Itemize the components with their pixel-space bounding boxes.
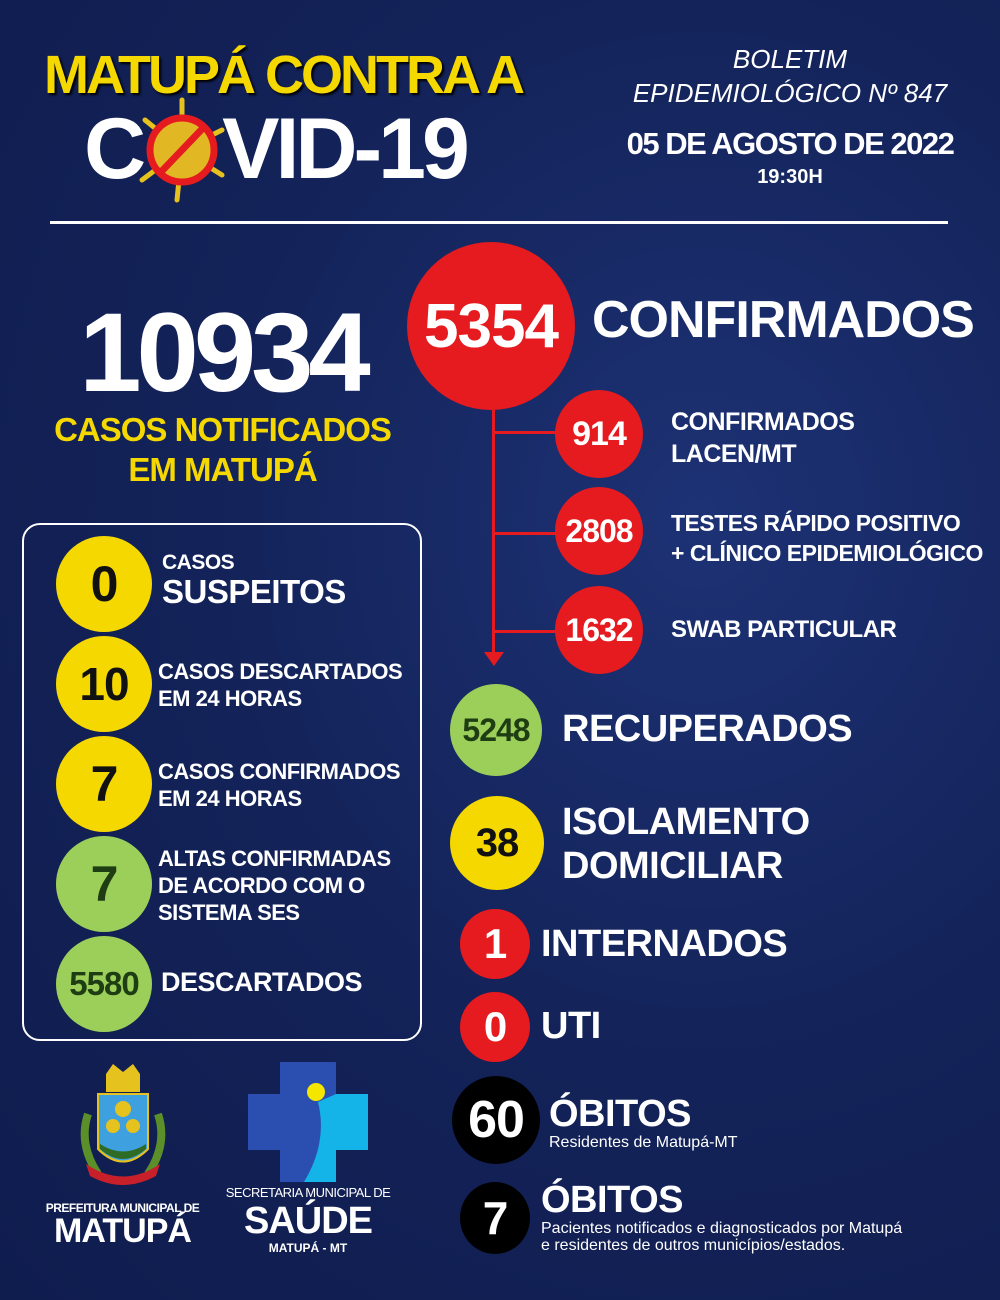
discarded-24h-label-1: CASOS DESCARTADOS [158,659,403,684]
icu-circle: 0 [460,992,530,1062]
discharges-circle: 7 [56,836,152,932]
title-line1: MATUPÁ CONTRA A [44,45,525,105]
prefeitura-small: PREFEITURA MUNICIPAL DE [45,1201,200,1215]
recovered-label: RECUPERADOS [562,708,853,750]
hospitalized-circle: 1 [460,909,530,979]
title-line2: C VID-19 [84,97,470,203]
notified-label-line1: CASOS NOTIFICADOS [54,411,392,448]
swab-circle: 1632 [555,586,643,674]
discharges-label-1: ALTAS CONFIRMADAS [158,846,391,871]
deaths-residents-sub: Residentes de Matupá-MT [549,1134,738,1151]
isolation-label-1: ISOLAMENTO [562,801,810,843]
isolation-circle: 38 [450,796,544,890]
prefeitura-big: MATUPÁ [54,1212,192,1250]
discarded-24h-label-2: EM 24 HORAS [158,686,302,711]
header-divider [50,221,948,224]
bulletin-date: 05 DE AGOSTO DE 2022 [626,126,955,161]
swab-label: SWAB PARTICULAR [671,616,897,643]
title-c: C [84,101,146,197]
lacen-label-2: LACEN/MT [671,440,797,468]
virus-icon [139,97,225,203]
rapid-test-label-2: + CLÍNICO EPIDEMIOLÓGICO [671,540,983,566]
confirmed-24h-circle: 7 [56,736,152,832]
notified-label-line2: EM MATUPÁ [128,451,317,488]
discarded-24h-circle: 10 [56,636,152,732]
confirmed-circle: 5354 [407,242,575,410]
saude-sub: MATUPÁ - MT [268,1241,348,1255]
lacen-label-1: CONFIRMADOS [671,408,855,436]
discarded-circle: 5580 [56,936,152,1032]
branch-1 [492,431,562,434]
discarded-label: DESCARTADOS [161,967,363,997]
saude-small: SECRETARIA MUNICIPAL DE [225,1185,391,1200]
discharges-label-3: SISTEMA SES [158,900,300,925]
discharges-label-2: DE ACORDO COM O [158,873,365,898]
confirmed-24h-label-1: CASOS CONFIRMADOS [158,759,401,784]
hospitalized-label: INTERNADOS [541,923,788,965]
deaths-others-label: ÓBITOS [541,1179,684,1221]
title-vid19: VID-19 [222,101,470,197]
saude-big: SAÚDE [243,1200,373,1242]
icu-label: UTI [541,1005,601,1047]
deaths-others-sub-2: e residentes de outros municípios/estado… [541,1237,846,1254]
notified-value: 10934 [79,290,370,415]
isolation-label-2: DOMICILIAR [562,845,783,887]
deaths-others-sub-1: Pacientes notificados e diagnosticados p… [541,1220,903,1237]
bulletin-time: 19:30H [757,166,823,188]
deaths-others-circle: 7 [460,1182,530,1254]
tree-trunk [492,400,495,655]
bulletin-number: EPIDEMIOLÓGICO Nº 847 [632,78,948,108]
crest-logo [68,1064,178,1194]
confirmed-24h-label-2: EM 24 HORAS [158,786,302,811]
branch-2 [492,532,562,535]
confirmed-label: CONFIRMADOS [592,291,975,349]
deaths-residents-circle: 60 [452,1076,540,1164]
suspects-circle: 0 [56,536,152,632]
bulletin-label: BOLETIM [732,44,848,74]
summary-box [22,523,422,1041]
branch-3 [492,630,562,633]
health-cross-icon [248,1062,368,1182]
rapid-test-label-1: TESTES RÁPIDO POSITIVO [671,510,961,536]
deaths-residents-label: ÓBITOS [549,1093,692,1135]
suspects-label-small: CASOS [162,551,235,574]
lacen-circle: 914 [555,390,643,478]
suspects-label-big: SUSPEITOS [162,573,346,611]
recovered-circle: 5248 [450,684,542,776]
arrow-down-icon [484,652,504,666]
rapid-test-circle: 2808 [555,487,643,575]
